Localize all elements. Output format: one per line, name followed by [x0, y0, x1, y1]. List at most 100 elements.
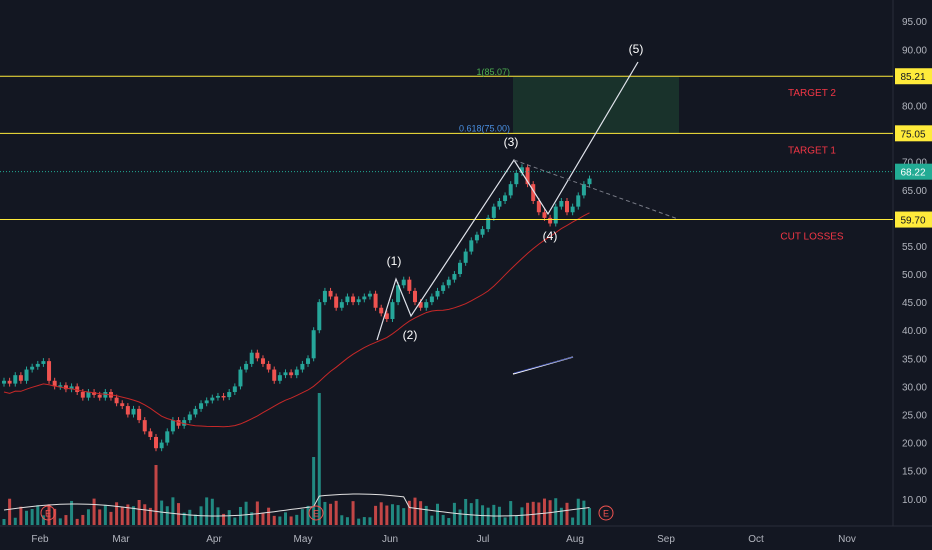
candle-body: [576, 195, 581, 207]
candle-body: [486, 217, 491, 230]
candle-body: [339, 302, 344, 308]
volume-bar: [193, 514, 197, 525]
volume-bar: [58, 518, 62, 525]
volume-bar: [261, 512, 265, 525]
volume-bar: [368, 517, 372, 525]
volume-bar: [272, 515, 276, 525]
volume-bar: [385, 505, 389, 525]
candle-body: [120, 403, 125, 407]
candle-body: [232, 386, 237, 393]
candle-body: [412, 290, 417, 303]
level-price-badge: [895, 211, 932, 228]
volume-bar: [413, 497, 417, 525]
candle-body: [52, 380, 57, 387]
volume-bar: [407, 500, 411, 525]
volume-bar: [238, 506, 242, 525]
volume-bar: [126, 504, 130, 525]
candle-body: [148, 431, 153, 437]
trend-projection-line: [513, 159, 679, 220]
candle-body: [204, 400, 209, 404]
wave-label: (3): [504, 135, 519, 149]
y-tick-label: 10.00: [902, 495, 927, 506]
volume-bar: [233, 517, 237, 525]
target-zone-box: [513, 77, 679, 134]
y-tick-label: 80.00: [902, 102, 927, 113]
candle-body: [125, 406, 130, 415]
volume-bar: [396, 505, 400, 525]
volume-bar: [284, 512, 287, 525]
wave-label: (2): [403, 328, 418, 342]
candle-body: [187, 414, 192, 421]
volume-bar: [75, 518, 79, 525]
candle-body: [345, 296, 350, 303]
volume-bar: [250, 512, 254, 525]
candle-body: [41, 361, 46, 364]
volume-bar: [571, 517, 575, 525]
volume-bar: [306, 505, 310, 525]
candle-body: [587, 178, 592, 185]
y-tick-label: 55.00: [902, 242, 927, 253]
candle-body: [103, 392, 108, 398]
candle-body: [170, 420, 175, 432]
volume-bar: [300, 509, 304, 525]
candle-body: [474, 234, 479, 241]
volume-bar: [503, 517, 507, 525]
fib-level-label: 0.618(75.00): [459, 124, 510, 134]
volume-bar: [492, 504, 496, 525]
wave-label: (1): [387, 254, 402, 268]
candle-body: [553, 206, 558, 224]
volume-bar: [441, 514, 445, 525]
earnings-marker: [598, 505, 614, 521]
candle-body: [306, 358, 311, 364]
volume-bar: [53, 508, 57, 525]
x-tick-label: Sep: [657, 534, 675, 545]
candle-body: [542, 212, 547, 218]
candle-body: [244, 363, 249, 370]
volume-bar: [36, 505, 40, 525]
candle-body: [446, 279, 451, 286]
candle-body: [215, 395, 220, 398]
candle-body: [531, 184, 536, 202]
volume-bar: [210, 498, 214, 525]
candle-body: [193, 408, 198, 415]
candle-body: [249, 352, 254, 364]
candle-body: [35, 363, 40, 367]
y-tick-label: 95.00: [902, 17, 927, 28]
candle-body: [581, 184, 586, 196]
candle-body: [80, 392, 85, 398]
candle-body: [75, 386, 80, 393]
current-price-label: 68.22: [900, 168, 925, 179]
candle-body: [503, 195, 508, 202]
earnings-marker: [40, 505, 56, 521]
volume-bar: [47, 504, 51, 525]
volume-bar: [148, 507, 152, 525]
wave-label: (5): [629, 42, 644, 56]
x-tick-label: Mar: [112, 534, 130, 545]
y-tick-label: 65.00: [902, 186, 927, 197]
earnings-marker: [308, 505, 324, 521]
earnings-marker-label: E: [313, 509, 319, 519]
volume-bar: [64, 515, 68, 525]
candle-body: [401, 279, 406, 286]
candle-body: [390, 302, 395, 319]
volume-bar: [362, 517, 366, 525]
x-tick-label: Apr: [206, 534, 222, 545]
candle-body: [536, 201, 541, 213]
volume-bar: [137, 499, 141, 525]
candle-body: [396, 285, 401, 303]
volume-bar: [447, 518, 451, 525]
candle-body: [283, 372, 288, 376]
candle-body: [497, 201, 502, 207]
volume-bar: [8, 498, 12, 525]
wave-label: (4): [543, 229, 558, 243]
candle-body: [47, 361, 52, 381]
candle-body: [491, 206, 496, 218]
candle-body: [570, 206, 575, 213]
level-price-badge: [895, 68, 932, 85]
volume-bar: [351, 501, 355, 525]
candle-body: [69, 386, 74, 390]
candle-body: [142, 420, 147, 432]
volume-bar: [143, 504, 147, 525]
